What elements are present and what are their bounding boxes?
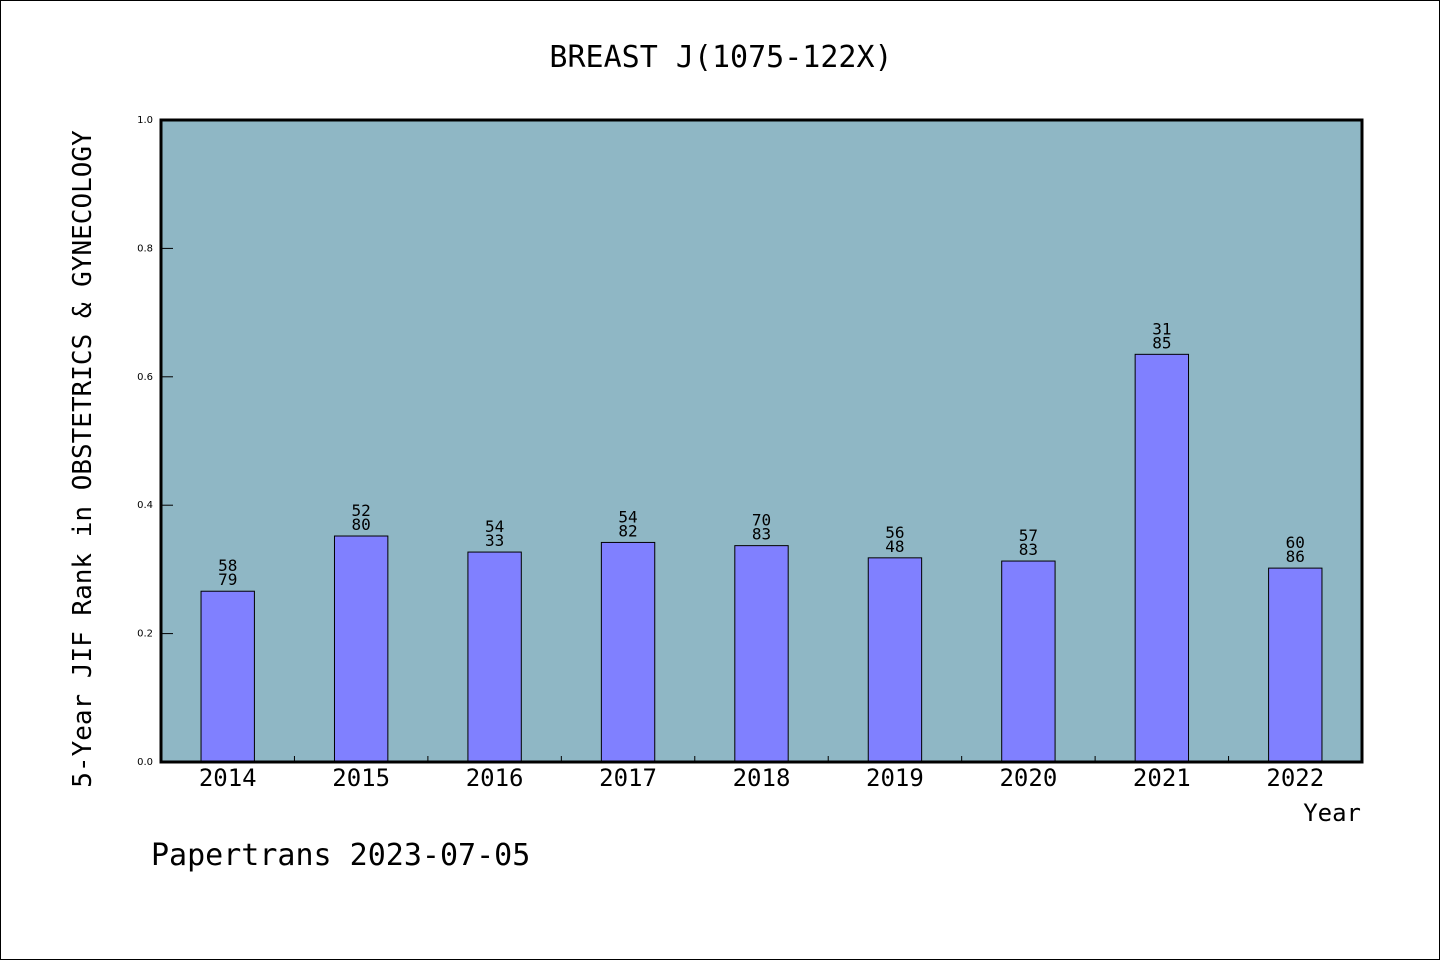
bar-rank-label-2015: 52 [352, 501, 371, 520]
plot-frame [159, 118, 1364, 764]
bar-2019 [867, 557, 923, 763]
bar-2016 [467, 551, 522, 763]
bar-2021 [1134, 353, 1190, 763]
bar-total-label-2015: 80 [352, 515, 371, 534]
bar-2014 [200, 590, 255, 763]
y-tick-label: 0.0 [137, 757, 153, 768]
bar-rank-label-2018: 70 [752, 511, 771, 530]
bar-2018 [734, 545, 789, 763]
bar-rank-label-2017: 54 [618, 507, 637, 526]
bar-total-label-2021: 85 [1152, 333, 1171, 352]
bar-total-label-2019: 48 [885, 537, 904, 556]
bar-2017 [600, 541, 656, 763]
footer-watermark: Papertrans 2023-07-05 [151, 838, 530, 873]
x-tick-label-2015: 2015 [332, 764, 390, 792]
bar-2020 [1001, 560, 1056, 763]
bar-total-label-2014: 79 [218, 570, 237, 589]
x-tick-label-2022: 2022 [1266, 764, 1324, 792]
bar-rank-label-2020: 57 [1019, 526, 1038, 545]
y-tick-label: 0.6 [137, 372, 153, 383]
bar-total-label-2020: 83 [1019, 540, 1038, 559]
x-tick-label-2020: 2020 [999, 764, 1057, 792]
bar-rank-label-2016: 54 [485, 517, 504, 536]
bar-2015 [333, 535, 389, 763]
x-tick-label-2018: 2018 [733, 764, 791, 792]
x-tick-label-2016: 2016 [466, 764, 524, 792]
bar-total-label-2016: 33 [485, 531, 504, 550]
y-tick-label: 1.0 [137, 115, 153, 126]
bar-total-label-2017: 82 [618, 521, 637, 540]
x-tick-label-2019: 2019 [866, 764, 924, 792]
x-tick-label-2014: 2014 [199, 764, 257, 792]
bar-total-label-2022: 86 [1286, 547, 1305, 566]
y-axis-label: 5-Year JIF Rank in OBSTETRICS & GYNECOLO… [68, 130, 98, 788]
bar-2022 [1268, 567, 1323, 763]
chart-title: BREAST J(1075-122X) [549, 40, 892, 75]
bar-rank-label-2014: 58 [218, 556, 237, 575]
bar-total-label-2018: 83 [752, 525, 771, 544]
y-tick-label: 0.4 [137, 500, 153, 511]
bar-rank-label-2019: 56 [885, 523, 904, 542]
y-tick-label: 0.2 [137, 629, 153, 640]
x-axis: 2014 2015 2016 2017 2018 2019 2020 2021 2022 [199, 756, 1324, 792]
bar-rank-label-2021: 31 [1152, 319, 1171, 338]
x-tick-label-2017: 2017 [599, 764, 657, 792]
x-axis-label: Year [1303, 799, 1361, 827]
y-tick-label: 0.8 [137, 243, 153, 254]
bars-group [200, 353, 1323, 763]
x-tick-label-2021: 2021 [1133, 764, 1191, 792]
bar-rank-label-2022: 60 [1286, 533, 1305, 552]
